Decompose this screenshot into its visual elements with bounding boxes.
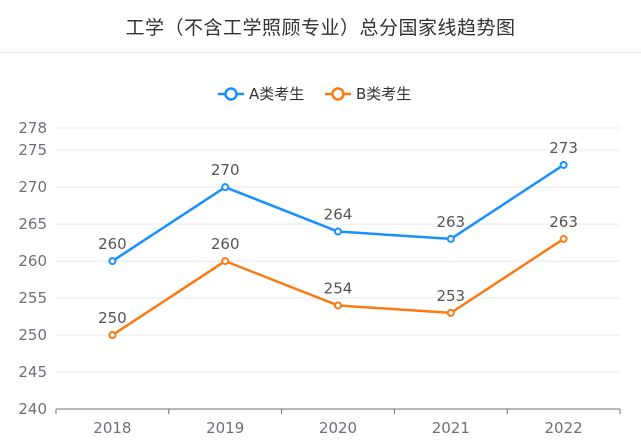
chart-title: 工学（不含工学照顾专业）总分国家线趋势图 [125, 16, 516, 39]
data-label: 260 [98, 235, 127, 253]
axes: 240 245 250 255 260 265 270 275 278 2018 2019 2020 2… [18, 119, 621, 437]
x-tick-label: 2021 [432, 419, 470, 437]
y-tick-label: 265 [18, 215, 47, 233]
grid-lines [56, 127, 620, 373]
data-point [108, 331, 117, 340]
data-point [108, 257, 117, 266]
data-point [446, 308, 455, 317]
data-label: 270 [211, 161, 240, 179]
x-tick-label: 2018 [93, 419, 131, 437]
legend-label: B类考生 [356, 85, 411, 103]
y-tick-label: 255 [18, 289, 47, 307]
legend: A类考生 B类考生 [218, 85, 411, 103]
data-label: 253 [436, 287, 465, 305]
y-tick-label: 278 [18, 119, 47, 137]
legend-marker [224, 87, 238, 101]
data-label: 254 [324, 279, 353, 297]
x-tick-label: 2022 [545, 419, 583, 437]
data-label: 263 [549, 213, 578, 231]
y-tick-label: 275 [18, 141, 47, 159]
y-tick-label: 250 [18, 326, 47, 344]
data-label: 260 [211, 235, 240, 253]
y-tick-label: 270 [18, 178, 47, 196]
chart-title-bar: 工学（不含工学照顾专业）总分国家线趋势图 [0, 0, 641, 53]
legend-label: A类考生 [249, 85, 304, 103]
x-tick-label: 2020 [319, 419, 357, 437]
y-tick-label: 245 [18, 363, 47, 381]
y-tick-label: 260 [18, 252, 47, 270]
data-point [334, 227, 342, 236]
data-point [221, 257, 230, 266]
data-label: 250 [98, 309, 127, 327]
x-tick-label: 2019 [206, 419, 244, 437]
data-label: 273 [549, 139, 578, 157]
legend-marker [331, 87, 345, 101]
data-label: 263 [436, 213, 465, 231]
data-point [559, 160, 568, 169]
series-layer [108, 160, 568, 340]
data-labels: 260 270 264 263 273 250 260 254 253 263 [98, 139, 578, 327]
data-point [446, 234, 455, 243]
data-label: 264 [324, 206, 353, 224]
data-point [221, 183, 230, 192]
data-point [334, 301, 342, 310]
y-tick-label: 240 [18, 400, 47, 418]
data-point [559, 234, 568, 243]
